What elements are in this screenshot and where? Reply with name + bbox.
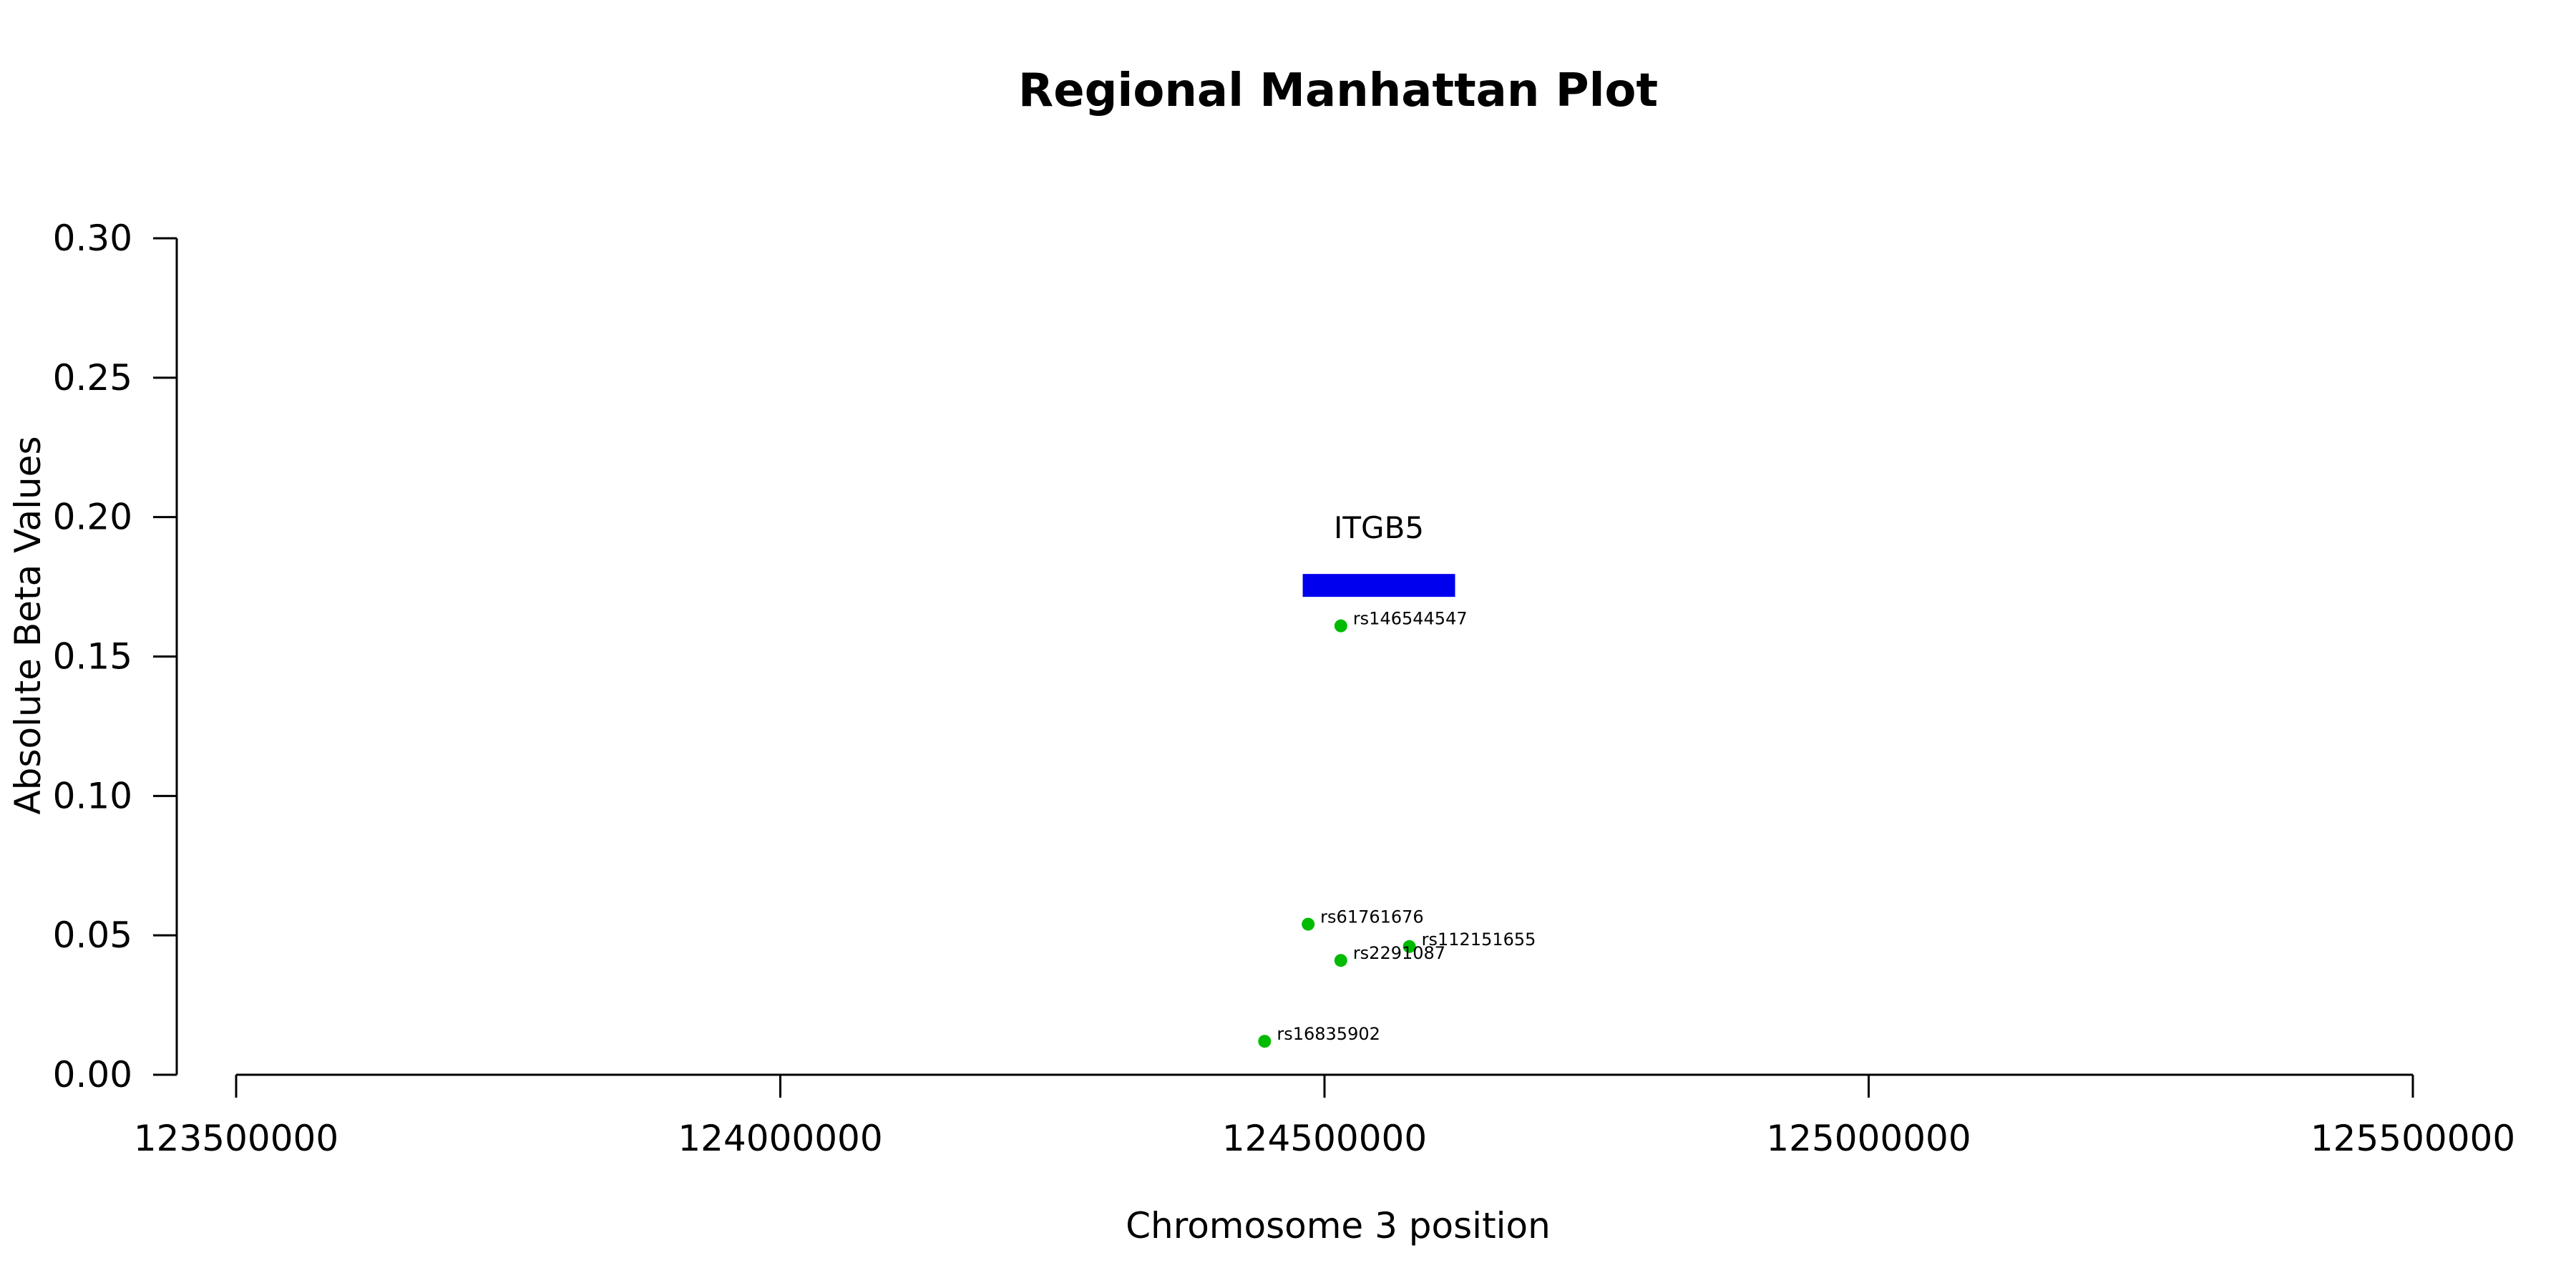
y-axis-label: Absolute Beta Values <box>7 436 49 815</box>
y-axis: 0.00 0.05 0.10 0.15 0.20 0.25 0.30 <box>53 218 178 1096</box>
gene-label: ITGB5 <box>1334 510 1424 545</box>
snp-label: rs61761676 <box>1320 907 1424 927</box>
x-tick-label: 124000000 <box>678 1118 882 1159</box>
y-tick-label: 0.15 <box>53 636 132 678</box>
y-tick-label: 0.10 <box>53 775 132 816</box>
snp-point <box>1402 940 1416 953</box>
snp-points: rs146544547 rs61761676 rs112151655rs229108… <box>1258 609 1536 1048</box>
snp-point <box>1258 1035 1272 1048</box>
snp-label: rs112151655 <box>1422 930 1536 950</box>
snp-point <box>1334 954 1347 967</box>
y-tick-label: 0.05 <box>53 914 132 956</box>
x-axis: 123500000 124000000 124500000 125000000 1255… <box>134 1073 2515 1159</box>
x-tick-label: 125000000 <box>1766 1118 1971 1159</box>
snp-label: rs16835902 <box>1277 1024 1380 1044</box>
chart-title: Regional Manhattan Plot <box>1018 64 1658 117</box>
x-axis-label: Chromosome 3 position <box>1126 1205 1551 1246</box>
snp-point <box>1334 619 1347 633</box>
x-tick-label: 124500000 <box>1222 1118 1427 1159</box>
snp-point <box>1302 917 1315 931</box>
gene-track: ITGB5 <box>1302 510 1455 597</box>
y-tick-label: 0.30 <box>53 218 132 259</box>
x-tick-label: 125500000 <box>2311 1118 2515 1159</box>
y-tick-label: 0.20 <box>53 497 132 538</box>
y-tick-label: 0.00 <box>53 1054 132 1096</box>
y-tick-label: 0.25 <box>53 357 132 399</box>
snp-label: rs2291087 <box>1353 943 1445 963</box>
gene-bar <box>1302 574 1455 597</box>
x-tick-label: 123500000 <box>134 1118 338 1159</box>
snp-label: rs146544547 <box>1353 609 1468 629</box>
